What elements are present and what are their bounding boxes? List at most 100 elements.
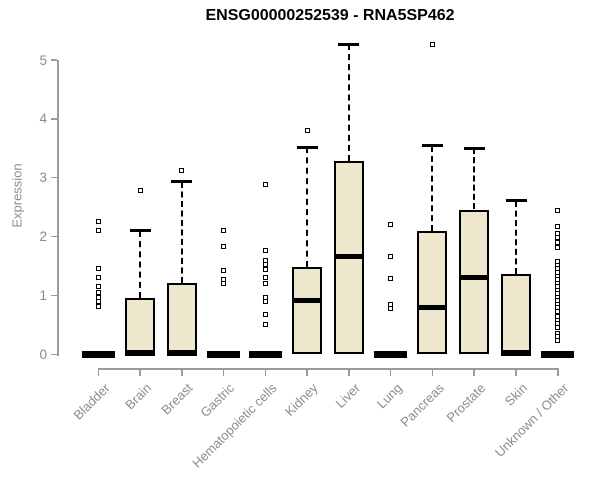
x-axis-category-label: Breast — [158, 380, 196, 418]
boxplot-whisker — [515, 200, 517, 275]
boxplot-outlier-point — [555, 235, 561, 241]
boxplot-whisker-cap — [463, 146, 485, 150]
y-axis-tick-label: 0 — [39, 346, 47, 362]
y-axis-tick — [51, 118, 57, 120]
y-axis-tick-label: 3 — [39, 170, 47, 186]
boxplot-outlier-point — [95, 228, 101, 234]
boxplot-outlier-point — [555, 230, 561, 236]
y-axis-tick — [51, 176, 57, 179]
boxplot-whisker-cap — [338, 42, 360, 46]
boxplot-outlier-point — [221, 244, 227, 250]
y-axis-tick — [51, 235, 57, 238]
boxplot-box — [501, 274, 531, 355]
boxplot-outlier-point — [555, 308, 561, 314]
boxplot-median — [292, 297, 323, 303]
chart-title: ENSG00000252539 - RNA5SP462 — [205, 7, 455, 24]
boxplot-zero-bar — [374, 350, 408, 358]
boxplot-outlier-point — [137, 188, 143, 194]
boxplot-outlier-point — [262, 247, 268, 253]
x-axis-tick — [264, 368, 267, 376]
boxplot-zero-bar — [541, 350, 575, 358]
boxplot-whisker — [347, 44, 350, 162]
boxplot-outlier-point — [262, 262, 268, 268]
boxplot-outlier-point — [221, 228, 227, 234]
x-axis-line — [97, 368, 559, 370]
boxplot-outlier-point — [388, 305, 394, 311]
boxplot-outlier-point — [429, 41, 435, 47]
boxplot-outlier-point — [221, 268, 227, 274]
x-axis-category-label: Lung — [373, 380, 405, 412]
boxplot-outlier-point — [388, 253, 394, 259]
x-axis-category-label: Bladder — [69, 380, 113, 423]
boxplot-outlier-point — [95, 303, 101, 309]
boxplot-outlier-point — [179, 167, 185, 173]
x-axis-tick — [222, 368, 225, 376]
x-axis-tick — [181, 368, 183, 376]
x-axis-category-label: Pancreas — [396, 380, 447, 430]
boxplot-whisker-cap — [129, 229, 151, 233]
y-axis-tick — [51, 294, 57, 297]
boxplot-whisker — [473, 148, 476, 210]
boxplot-box — [125, 298, 156, 355]
boxplot-outlier-point — [95, 275, 101, 281]
boxplot-outlier-point — [555, 244, 561, 250]
boxplot-median — [459, 275, 490, 281]
y-axis-tick — [51, 59, 57, 61]
x-axis-category-label: Skin — [501, 380, 530, 409]
boxplot-whisker-cap — [505, 199, 527, 203]
boxplot-outlier-point — [95, 266, 101, 272]
boxplot-whisker-cap — [171, 180, 193, 184]
x-axis-category-label: Brain — [121, 380, 154, 413]
boxplot-box — [417, 231, 448, 355]
y-axis-tick-label: 4 — [39, 111, 47, 127]
boxplot-outlier-point — [555, 337, 561, 343]
x-axis-tick — [97, 368, 100, 376]
x-axis-tick — [557, 368, 559, 376]
boxplot-zero-bar — [207, 350, 241, 358]
y-axis-line — [57, 59, 59, 356]
x-axis-category-label: Prostate — [443, 380, 489, 426]
boxplot-outlier-point — [262, 281, 268, 287]
x-axis-category-label: Liver — [332, 380, 363, 411]
boxplot-outlier-point — [95, 289, 101, 295]
x-axis-tick — [431, 368, 434, 376]
boxplot-outlier-point — [262, 267, 268, 273]
boxplot-outlier-point — [262, 182, 268, 188]
boxplot-outlier-point — [95, 298, 101, 304]
x-axis-category-label: Gastric — [197, 380, 238, 421]
boxplot-median — [166, 349, 197, 356]
boxplot-outlier-point — [388, 221, 394, 227]
boxplot-outlier-point — [95, 284, 101, 290]
boxplot-outlier-point — [555, 207, 561, 213]
boxplot-outlier-point — [555, 239, 561, 245]
boxplot-box — [292, 266, 323, 355]
x-axis-tick — [515, 368, 517, 376]
boxplot-outlier-point — [262, 257, 268, 263]
boxplot-whisker — [180, 181, 183, 284]
boxplot-outlier-point — [555, 224, 561, 230]
boxplot-outlier-point — [555, 324, 561, 330]
x-axis-tick — [306, 368, 308, 376]
boxplot-outlier-point — [262, 312, 268, 318]
boxplot-whisker-cap — [421, 144, 443, 148]
y-axis-tick — [51, 353, 57, 356]
boxplot-median — [125, 349, 156, 356]
boxplot-whisker — [139, 230, 142, 299]
boxplot-box — [166, 283, 197, 355]
boxplot-outlier-point — [388, 276, 394, 282]
x-axis-category-label: Unknown / Other — [492, 380, 572, 460]
x-axis-category-label: Hematopoietic cells — [188, 380, 280, 471]
boxplot-median — [333, 253, 364, 259]
y-axis-tick-label: 5 — [39, 52, 47, 68]
boxplot-outlier-point — [221, 281, 227, 287]
boxplot-median — [417, 304, 448, 310]
x-axis-tick — [389, 368, 392, 376]
x-axis-tick — [348, 368, 350, 376]
boxplot-zero-bar — [248, 350, 282, 358]
boxplot-whisker — [306, 147, 309, 267]
x-axis-tick — [139, 368, 141, 376]
y-axis-tick-label: 1 — [39, 287, 47, 303]
boxplot-outlier-point — [262, 275, 268, 281]
x-axis-category-label: Kidney — [282, 380, 322, 420]
